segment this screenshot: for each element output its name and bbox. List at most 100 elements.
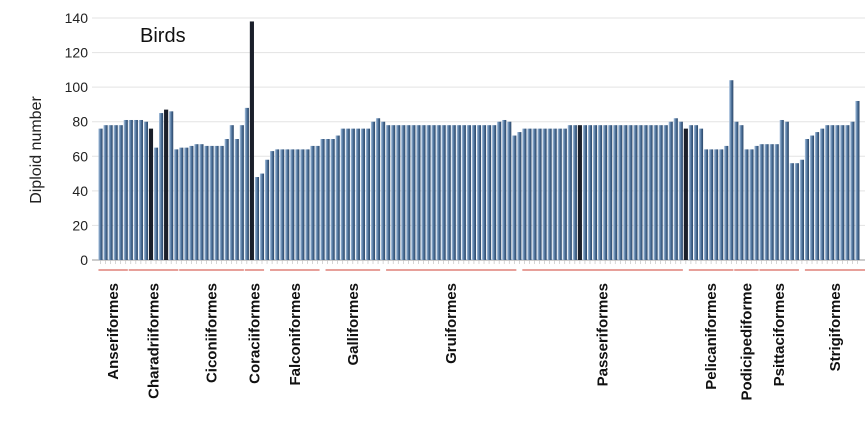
bar <box>340 128 345 260</box>
y-tick-label: 20 <box>72 217 88 233</box>
bar <box>522 128 527 260</box>
bar <box>386 125 391 261</box>
bar <box>295 149 300 260</box>
bar <box>370 121 376 260</box>
bar <box>492 125 497 261</box>
bar <box>396 125 401 261</box>
group-label: Falconiformes <box>287 283 304 386</box>
bar <box>199 144 204 260</box>
bar <box>724 145 729 260</box>
bar <box>542 128 547 260</box>
bar <box>204 145 209 260</box>
bar <box>603 125 608 261</box>
bar <box>259 173 265 260</box>
bar <box>820 128 825 260</box>
bars <box>98 21 860 264</box>
bar <box>729 80 734 260</box>
bar <box>345 128 350 260</box>
bar <box>264 159 270 260</box>
bar <box>411 125 416 261</box>
bar <box>184 147 189 260</box>
bar <box>179 147 184 260</box>
bar <box>355 128 360 260</box>
group-label: Galliformes <box>345 283 362 366</box>
group-label: Psittaciformes <box>771 283 788 386</box>
bar <box>391 125 396 261</box>
group-label: Podicipediforme <box>738 283 755 401</box>
bar <box>592 125 598 261</box>
bar <box>229 125 234 261</box>
bar <box>577 125 582 261</box>
bar <box>547 128 552 260</box>
bar <box>754 145 759 260</box>
bar <box>365 128 371 260</box>
y-axis: 0 20 40 60 80 100 120 140 <box>65 10 89 268</box>
bar <box>507 121 512 260</box>
bar <box>143 121 149 260</box>
bar <box>668 121 673 260</box>
bar <box>648 125 653 261</box>
bar <box>350 128 355 260</box>
bar <box>315 145 320 260</box>
bar <box>598 125 603 261</box>
bar <box>628 125 633 261</box>
bar <box>219 145 224 260</box>
bar <box>406 125 411 261</box>
bar <box>290 149 295 260</box>
bar <box>249 21 254 261</box>
bar <box>471 125 476 261</box>
bar <box>305 149 310 260</box>
bar <box>300 149 305 260</box>
y-tick-label: 140 <box>65 10 89 26</box>
bar <box>421 125 426 261</box>
bar <box>608 125 613 261</box>
bar <box>194 144 199 260</box>
bar <box>446 125 451 261</box>
bar <box>562 128 567 260</box>
bar <box>845 125 850 261</box>
bar <box>769 144 774 260</box>
bar <box>285 149 290 260</box>
bar <box>451 125 456 261</box>
bar <box>128 119 133 260</box>
bar <box>113 125 118 261</box>
bar <box>123 119 128 260</box>
bar <box>658 125 663 261</box>
bar <box>840 125 845 261</box>
bar <box>764 144 769 260</box>
y-tick-label: 80 <box>72 114 88 130</box>
bar <box>587 125 593 261</box>
bar <box>431 125 436 261</box>
bar <box>133 119 138 260</box>
bar <box>744 149 749 260</box>
y-tick-label: 120 <box>65 45 89 61</box>
group-label: Anseriformes <box>105 283 122 380</box>
bar <box>502 119 507 260</box>
bar <box>103 125 108 261</box>
bar <box>663 125 668 261</box>
bar <box>98 128 103 260</box>
bar <box>481 125 487 261</box>
bar <box>759 144 764 260</box>
bar <box>487 125 492 261</box>
bar <box>456 125 461 261</box>
group-label: Passeriformes <box>595 283 612 386</box>
bar <box>683 128 688 260</box>
bar <box>416 125 421 261</box>
y-tick-label: 40 <box>72 183 88 199</box>
bar <box>224 139 229 260</box>
bar <box>153 147 159 260</box>
bar <box>739 125 744 261</box>
bar <box>703 149 709 260</box>
bar <box>436 125 441 261</box>
bar <box>174 149 179 260</box>
bar <box>688 125 693 261</box>
bar <box>633 125 638 261</box>
bar <box>693 125 699 261</box>
bar <box>169 111 174 260</box>
bar <box>557 128 562 260</box>
bar <box>799 159 804 260</box>
bar <box>310 145 315 260</box>
y-tick-label: 0 <box>80 252 88 268</box>
bar <box>466 125 471 261</box>
